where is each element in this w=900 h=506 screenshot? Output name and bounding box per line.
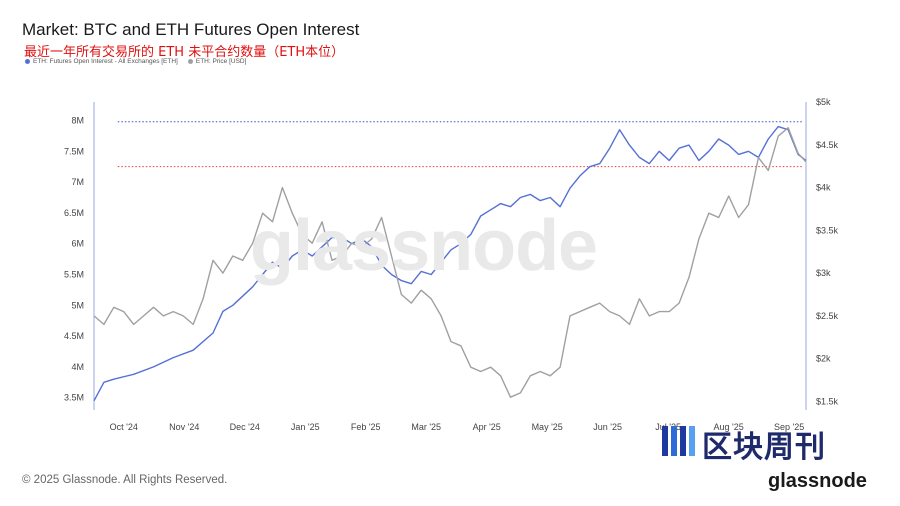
y-right-tick-label: $2k <box>816 354 831 364</box>
legend-dot-oi <box>25 59 30 64</box>
watermark: glassnode <box>250 206 598 286</box>
y-left-tick-label: 4.5M <box>64 331 84 341</box>
y-left-tick-label: 5.5M <box>64 269 84 279</box>
x-tick-label: Sep '25 <box>774 422 804 432</box>
brand-cn-name: 区块周刊 <box>702 430 826 465</box>
open-interest-series-line <box>93 125 807 402</box>
y-right-tick-label: $5k <box>816 97 831 107</box>
legend-item-oi[interactable]: ETH: Futures Open Interest - All Exchang… <box>25 58 178 65</box>
x-tick-label: Feb '25 <box>351 422 381 432</box>
brand-block: 区块周刊 glassnode <box>660 420 890 500</box>
price-series-line <box>93 127 807 398</box>
y-right-tick-label: $4.5k <box>816 140 839 150</box>
x-tick-label: Mar '25 <box>411 422 441 432</box>
y-right-tick-label: $3.5k <box>816 225 839 235</box>
y-left-tick-label: 7.5M <box>64 146 84 156</box>
x-tick-label: Jan '25 <box>291 422 320 432</box>
x-tick-label: Jun '25 <box>593 422 622 432</box>
x-tick-label: Aug '25 <box>714 422 744 432</box>
chart-subtitle: 最近一年所有交易所的 ETH 未平合约数量（ETH本位） <box>24 45 345 60</box>
x-tick-label: Nov '24 <box>169 422 199 432</box>
x-tick-label: Oct '24 <box>110 422 138 432</box>
y-right-tick-label: $3k <box>816 268 831 278</box>
legend-label-oi: ETH: Futures Open Interest - All Exchang… <box>33 58 178 65</box>
y-left-tick-label: 8M <box>71 115 84 125</box>
brand-logo-icon <box>662 426 695 456</box>
y-left-tick-label: 6.5M <box>64 208 84 218</box>
legend-dot-price <box>187 59 193 64</box>
y-left-tick-label: 6M <box>71 239 84 249</box>
legend: ETH: Futures Open Interest - All Exchang… <box>25 58 246 65</box>
legend-label-price: ETH: Price [USD] <box>195 58 247 65</box>
y-left-tick-label: 4M <box>71 362 84 372</box>
y-left-tick-label: 5M <box>71 300 84 310</box>
y-right-tick-label: $2.5k <box>816 311 839 321</box>
x-tick-label: May '25 <box>532 422 563 432</box>
x-tick-label: Jul '25 <box>655 422 681 432</box>
legend-item-price[interactable]: ETH: Price [USD] <box>187 58 247 65</box>
x-tick-label: Dec '24 <box>230 422 260 432</box>
y-right-tick-label: $4k <box>816 183 831 193</box>
x-tick-label: Apr '25 <box>473 422 501 432</box>
chart-title: Market: BTC and ETH Futures Open Interes… <box>22 20 360 39</box>
copyright-footer: © 2025 Glassnode. All Rights Reserved. <box>22 474 228 486</box>
brand-en-name: glassnode <box>768 470 867 492</box>
y-right-tick-label: $1.5k <box>816 396 839 406</box>
y-left-tick-label: 7M <box>71 177 84 187</box>
y-left-tick-label: 3.5M <box>64 393 84 403</box>
